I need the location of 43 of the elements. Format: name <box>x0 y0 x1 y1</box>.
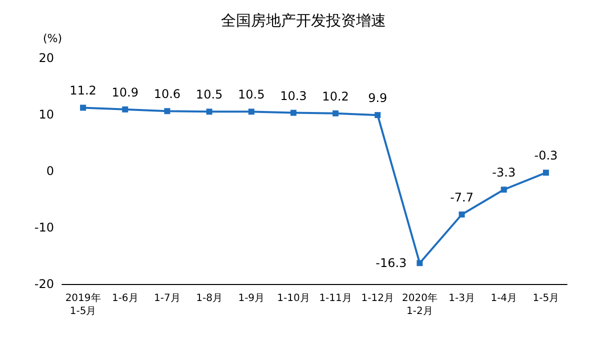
chart-title: 全国房地产开发投资增速 <box>221 12 386 30</box>
data-label: 11.2 <box>70 84 96 98</box>
x-tick-label: 1-12月 <box>361 293 394 304</box>
point <box>500 186 507 193</box>
point <box>290 110 296 116</box>
x-tick-label: 1-5月 <box>532 293 560 304</box>
y-tick-label: 0 <box>46 164 54 178</box>
x-tick-label: 1-9月 <box>238 293 265 304</box>
x-tick-label: 1-11月 <box>319 293 352 304</box>
y-axis-title: (%) <box>42 32 62 45</box>
data-label: 10.9 <box>112 85 138 100</box>
y-tick-label: -10 <box>34 220 54 234</box>
point <box>416 260 423 266</box>
point <box>542 170 549 176</box>
point <box>164 108 170 114</box>
x-tick-label: 1-8月 <box>196 293 222 304</box>
x-tick-label: 1-4月 <box>490 293 518 304</box>
x-tick-label: 1-7月 <box>154 293 180 304</box>
y-tick-label: -20 <box>34 277 54 291</box>
data-label: -16.3 <box>376 256 407 270</box>
point <box>458 212 465 218</box>
x-tick-label: 2020年 1-2月 <box>402 292 438 317</box>
data-label: -3.3 <box>492 166 516 180</box>
point <box>374 112 381 118</box>
data-label: -7.7 <box>450 190 474 205</box>
x-tick-label: 1-10月 <box>277 293 310 304</box>
x-tick-label: 1-3月 <box>448 293 475 304</box>
y-tick-label: 20 <box>38 51 54 65</box>
data-label: 10.2 <box>322 89 349 104</box>
y-tick-label: 10 <box>38 108 54 122</box>
point <box>332 110 339 116</box>
point <box>248 108 254 115</box>
data-label: -0.3 <box>534 148 558 163</box>
point <box>206 108 212 115</box>
x-tick-label: 2019年 1-5月 <box>65 292 101 317</box>
data-label: 10.6 <box>154 87 181 102</box>
data-label: 10.5 <box>196 88 223 102</box>
data-label: 9.9 <box>368 91 388 106</box>
point <box>80 104 86 111</box>
data-label: 10.5 <box>238 88 265 102</box>
point <box>122 106 128 112</box>
x-tick-label: 1-6月 <box>112 293 138 304</box>
data-label: 10.3 <box>280 88 307 103</box>
